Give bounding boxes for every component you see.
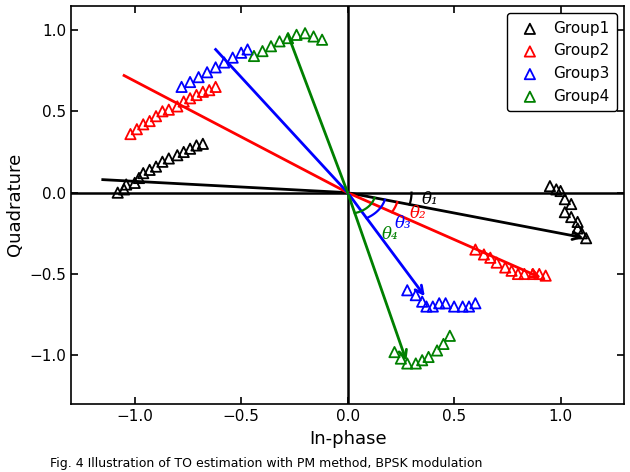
Group4 bbox=[417, 356, 427, 364]
Group2 bbox=[485, 254, 495, 261]
Group1 bbox=[577, 229, 587, 237]
Group4 bbox=[423, 353, 433, 361]
Group2 bbox=[158, 108, 168, 115]
Group3 bbox=[417, 298, 427, 305]
Group2 bbox=[151, 112, 161, 120]
Text: θ₂: θ₂ bbox=[410, 205, 426, 222]
Group3 bbox=[464, 303, 474, 310]
Group4 bbox=[389, 348, 399, 356]
Group2 bbox=[185, 94, 195, 102]
Group3 bbox=[421, 303, 432, 310]
Group1 bbox=[192, 142, 202, 149]
Group4 bbox=[275, 38, 285, 45]
Group3 bbox=[457, 303, 467, 310]
Group1 bbox=[119, 185, 129, 193]
Legend: Group1, Group2, Group3, Group4: Group1, Group2, Group3, Group4 bbox=[507, 13, 617, 111]
Group2 bbox=[479, 251, 489, 258]
Group3 bbox=[202, 68, 212, 76]
Group2 bbox=[179, 98, 189, 105]
Group4 bbox=[445, 332, 455, 339]
X-axis label: In-phase: In-phase bbox=[309, 430, 386, 447]
Group2 bbox=[125, 130, 135, 138]
Group4 bbox=[411, 360, 421, 367]
Group1 bbox=[573, 218, 583, 226]
Group4 bbox=[283, 34, 293, 42]
Group2 bbox=[534, 270, 544, 278]
Group2 bbox=[198, 88, 208, 95]
Group2 bbox=[192, 91, 202, 99]
Group4 bbox=[300, 29, 310, 37]
Group2 bbox=[164, 106, 174, 113]
Group1 bbox=[145, 166, 155, 174]
Group1 bbox=[545, 182, 555, 190]
Group3 bbox=[434, 300, 444, 307]
Group1 bbox=[551, 185, 561, 193]
Text: θ₃: θ₃ bbox=[394, 215, 411, 232]
Group1 bbox=[158, 158, 168, 166]
Group2 bbox=[500, 264, 510, 271]
Group1 bbox=[151, 163, 161, 170]
Group2 bbox=[528, 270, 538, 278]
Y-axis label: Quadrature: Quadrature bbox=[6, 153, 23, 256]
Group1 bbox=[198, 140, 208, 148]
Group1 bbox=[113, 189, 123, 196]
Group4 bbox=[309, 33, 319, 40]
Text: Fig. 4 Illustration of TO estimation with PM method, BPSK modulation: Fig. 4 Illustration of TO estimation wit… bbox=[50, 456, 483, 470]
Group4 bbox=[249, 52, 259, 60]
Group1 bbox=[130, 179, 140, 186]
Group2 bbox=[471, 246, 481, 253]
Group3 bbox=[243, 46, 253, 53]
Group3 bbox=[428, 303, 438, 310]
Group1 bbox=[134, 174, 144, 182]
Group3 bbox=[185, 78, 195, 86]
Group1 bbox=[566, 200, 576, 208]
Group3 bbox=[219, 59, 229, 66]
Group3 bbox=[440, 300, 450, 307]
Group2 bbox=[210, 83, 220, 91]
Text: θ₄: θ₄ bbox=[382, 227, 398, 244]
Group1 bbox=[121, 181, 131, 188]
Group1 bbox=[164, 155, 174, 162]
Group1 bbox=[185, 145, 195, 152]
Group3 bbox=[449, 303, 459, 310]
Group1 bbox=[573, 225, 583, 232]
Group1 bbox=[581, 235, 591, 242]
Group3 bbox=[236, 49, 246, 57]
Group2 bbox=[513, 270, 523, 278]
Group2 bbox=[519, 270, 529, 278]
Group4 bbox=[292, 31, 302, 39]
Group3 bbox=[176, 83, 186, 91]
Text: θ₁: θ₁ bbox=[422, 192, 438, 209]
Group1 bbox=[172, 152, 182, 159]
Group3 bbox=[193, 73, 203, 81]
Group4 bbox=[258, 47, 268, 55]
Group1 bbox=[560, 209, 570, 216]
Group2 bbox=[541, 272, 551, 279]
Group2 bbox=[132, 126, 142, 133]
Group3 bbox=[210, 64, 220, 71]
Group1 bbox=[138, 169, 148, 177]
Group4 bbox=[317, 36, 327, 43]
Group2 bbox=[172, 102, 182, 110]
Group4 bbox=[438, 340, 449, 348]
Group1 bbox=[560, 195, 570, 203]
Group1 bbox=[566, 213, 576, 221]
Group1 bbox=[556, 187, 566, 195]
Group2 bbox=[145, 117, 155, 125]
Group3 bbox=[411, 291, 421, 299]
Group1 bbox=[179, 148, 189, 156]
Group2 bbox=[491, 259, 501, 266]
Group4 bbox=[266, 42, 276, 50]
Group2 bbox=[138, 120, 148, 128]
Group2 bbox=[204, 86, 214, 94]
Group4 bbox=[432, 346, 442, 354]
Group3 bbox=[227, 54, 238, 61]
Group4 bbox=[402, 360, 412, 367]
Group4 bbox=[396, 355, 406, 362]
Group3 bbox=[471, 300, 481, 307]
Group2 bbox=[507, 267, 517, 275]
Group3 bbox=[402, 287, 412, 294]
